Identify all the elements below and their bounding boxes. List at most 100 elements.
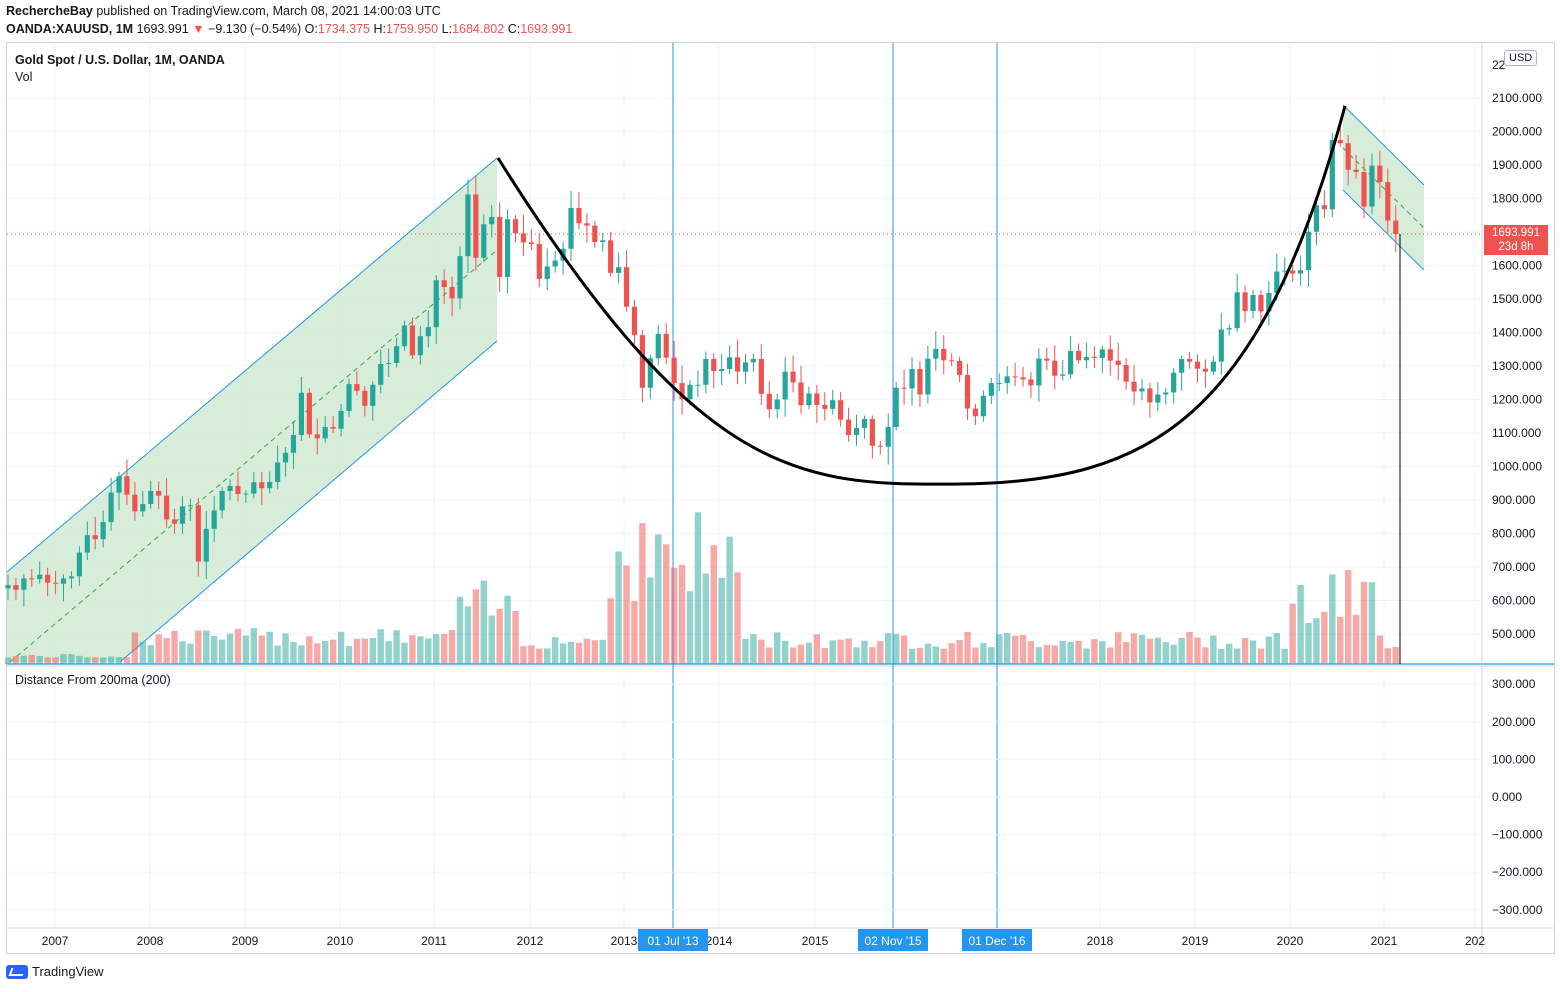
candle-body xyxy=(124,476,130,495)
volume-bar xyxy=(195,630,202,664)
candle-body xyxy=(100,522,106,540)
candle-body xyxy=(1313,205,1320,232)
volume-bar xyxy=(718,577,725,664)
time-axis: 2007 2008 2009 2010 2011 2012 2013 2014 2015 2018… xyxy=(42,929,1485,951)
candle-body xyxy=(544,266,550,279)
candle-body xyxy=(1393,220,1399,235)
volume-bar xyxy=(1075,640,1082,664)
volume-bar xyxy=(924,643,932,664)
price-tick-label-partial: 22 xyxy=(1492,58,1506,72)
last-price: 1693.991 xyxy=(136,22,189,36)
volume-bar xyxy=(988,647,995,664)
candle-body xyxy=(988,383,994,396)
candle-body xyxy=(148,490,154,505)
candle-body xyxy=(893,387,899,427)
volume-bar xyxy=(662,544,670,664)
candle-body xyxy=(750,358,757,363)
volume-bar xyxy=(1059,640,1066,664)
volume-bar xyxy=(234,628,242,664)
volume-bar xyxy=(464,606,472,664)
candle-body xyxy=(568,207,574,249)
volume-bar xyxy=(369,637,376,664)
candle-body xyxy=(465,194,471,257)
currency-button[interactable]: USD xyxy=(1504,50,1538,66)
symbol-name: OANDA:XAUUSD, 1M xyxy=(6,22,134,36)
volume-bar xyxy=(892,633,900,664)
volume-bar xyxy=(1313,618,1320,664)
publisher-name[interactable]: RechercheBay xyxy=(6,4,93,18)
indicator-tick-label: 0.000 xyxy=(1492,790,1522,804)
time-tick-label: 2007 xyxy=(42,934,69,948)
candle-body xyxy=(600,240,606,243)
volume-bar xyxy=(1091,639,1098,664)
candle-body xyxy=(790,371,796,383)
volume-bar xyxy=(1218,648,1225,664)
volume-bar xyxy=(488,615,495,664)
indicator-tick-label: −100.000 xyxy=(1492,828,1543,842)
candle-body xyxy=(1179,358,1185,373)
candle-body xyxy=(576,207,582,224)
candle-body xyxy=(140,504,146,512)
volume-bar xyxy=(1170,644,1177,664)
volume-bar xyxy=(885,633,892,664)
candle-body xyxy=(409,325,416,356)
volume-bar xyxy=(710,545,717,664)
channel2-lower-line xyxy=(1342,189,1425,271)
volume-bar xyxy=(1329,574,1336,664)
candle-body xyxy=(306,392,312,435)
candle-body xyxy=(1091,356,1098,358)
volume-bar xyxy=(1138,634,1146,664)
volume-bar xyxy=(480,580,487,664)
candle-body xyxy=(203,528,209,562)
candle-body xyxy=(719,369,725,372)
volume-bar xyxy=(607,598,614,664)
time-tick-label: 2015 xyxy=(802,934,829,948)
volume-bar xyxy=(1226,643,1233,664)
volume-bar xyxy=(774,632,781,664)
volume-bar xyxy=(1305,622,1312,664)
volume-bar xyxy=(805,642,813,664)
volume-bar xyxy=(766,647,773,664)
candles xyxy=(5,122,1399,607)
candle-body xyxy=(211,510,217,529)
candle-body xyxy=(1099,349,1105,358)
candle-body xyxy=(68,576,75,579)
volume-bar xyxy=(678,564,686,664)
volume-bar xyxy=(123,657,131,664)
candle-body xyxy=(338,410,344,429)
candle-body xyxy=(1242,292,1248,312)
volume-bar xyxy=(940,648,947,664)
candle-body xyxy=(1004,376,1010,384)
countdown-value: 23d 8h xyxy=(1498,241,1534,253)
candle-body xyxy=(972,408,979,417)
volume-bar xyxy=(948,643,955,664)
candle-body xyxy=(758,358,764,394)
price-tick-label: 2000.000 xyxy=(1492,125,1542,139)
candle-body xyxy=(949,360,955,362)
volume-bar xyxy=(345,645,353,664)
candle-body xyxy=(5,585,11,589)
candle-body xyxy=(869,418,875,446)
time-tick-label: 2019 xyxy=(1182,934,1209,948)
volume-bar xyxy=(670,567,678,664)
candle-body xyxy=(1123,364,1129,382)
time-tick-label: 2020 xyxy=(1277,934,1304,948)
candle-body xyxy=(457,256,463,299)
footer-brand[interactable]: TradingView xyxy=(32,964,104,979)
candle-body xyxy=(933,348,939,359)
volume-bar xyxy=(314,643,321,664)
channel-fill xyxy=(7,158,497,662)
volume-bar xyxy=(726,536,733,664)
volume-bar xyxy=(92,657,99,664)
candle-body xyxy=(164,495,170,520)
volume-bar xyxy=(409,635,416,664)
volume-bar xyxy=(750,634,757,664)
volume-bar xyxy=(210,636,218,664)
indicator-tick-label: 200.000 xyxy=(1492,715,1536,729)
volume-bar xyxy=(544,648,551,664)
volume-bar xyxy=(861,640,868,664)
chart-pane[interactable] xyxy=(6,42,1555,954)
volume-bar xyxy=(1297,585,1304,664)
candle-body xyxy=(1131,381,1137,392)
